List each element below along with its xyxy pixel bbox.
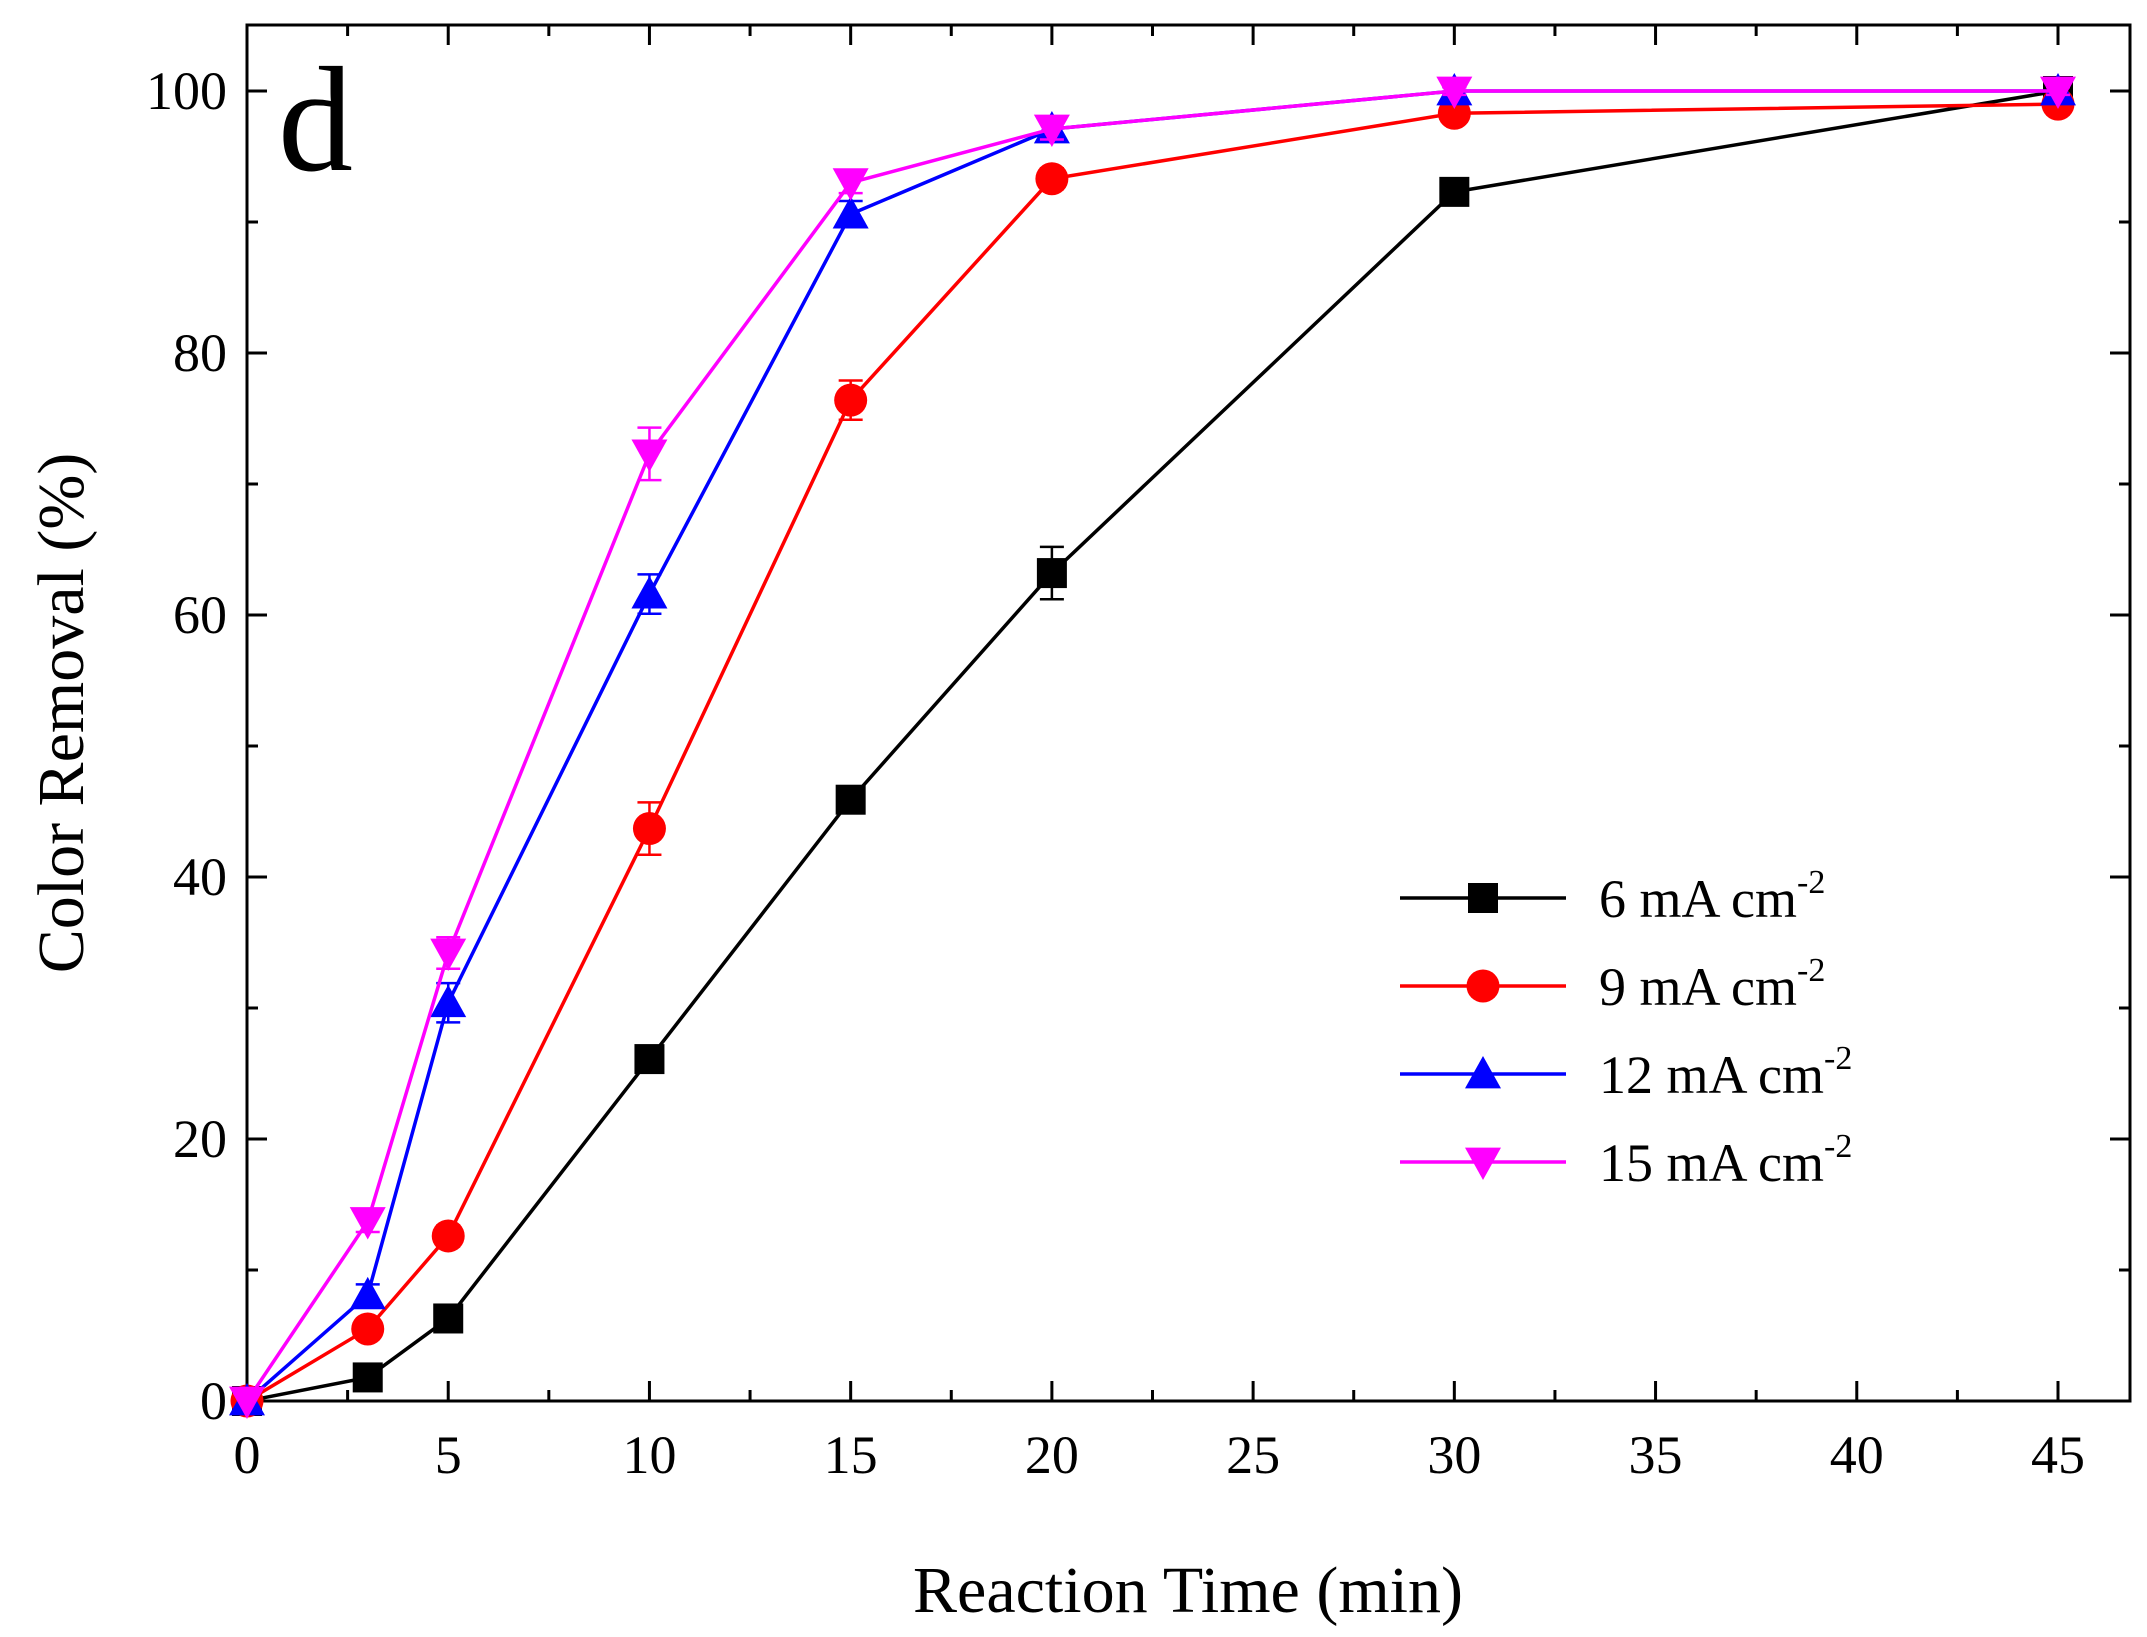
legend: 6 mA cm-2 9 mA cm-2 12 mA cm-2 15 mA cm-2	[1400, 864, 1852, 1193]
data-point	[433, 1303, 464, 1334]
x-tick-label: 30	[1427, 1425, 1481, 1485]
data-point	[1035, 162, 1069, 196]
data-point	[351, 1312, 385, 1346]
x-tick-label: 10	[622, 1425, 676, 1485]
legend-marker	[1468, 883, 1498, 913]
x-tick-label: 5	[435, 1425, 462, 1485]
y-tick-label: 0	[200, 1371, 227, 1431]
x-tick-label: 40	[1830, 1425, 1884, 1485]
legend-label: 15 mA cm-2	[1599, 1128, 1852, 1193]
series-3	[229, 73, 2076, 1416]
legend-marker	[1466, 969, 1500, 1003]
data-point	[349, 1207, 386, 1240]
data-point	[431, 1219, 465, 1253]
data-point	[631, 576, 668, 609]
data-point	[349, 1276, 386, 1310]
x-axis-title: Reaction Time (min)	[913, 1554, 1463, 1627]
x-tick-label: 45	[2031, 1425, 2085, 1485]
y-tick-label: 100	[146, 61, 227, 121]
plot-frame	[245, 23, 2132, 1403]
data-point	[352, 1362, 383, 1393]
y-axis-ticks: 0 20 40 60 80 100	[146, 61, 2130, 1431]
x-tick-label: 20	[1025, 1425, 1079, 1485]
data-point	[1436, 76, 1473, 109]
legend-item: 6 mA cm-2	[1400, 864, 1825, 929]
legend-label: 12 mA cm-2	[1599, 1040, 1852, 1105]
y-tick-label: 40	[173, 847, 227, 907]
data-point	[631, 439, 668, 472]
series-1	[232, 76, 2073, 1416]
series-line	[245, 89, 2058, 1402]
legend-label: 9 mA cm-2	[1599, 952, 1825, 1017]
data-point	[2040, 76, 2076, 109]
panel-label: d	[278, 37, 353, 203]
data-point	[1033, 114, 1070, 147]
legend-item: 15 mA cm-2	[1400, 1128, 1852, 1193]
data-point	[430, 984, 467, 1018]
data-point	[632, 812, 666, 846]
data-point	[229, 1386, 265, 1419]
x-tick-label: 35	[1629, 1425, 1683, 1485]
legend-marker	[1465, 1056, 1501, 1089]
data-point	[832, 196, 869, 229]
data-point	[834, 383, 868, 417]
data-point	[430, 938, 467, 971]
data-point	[835, 784, 866, 815]
x-tick-label: 0	[234, 1425, 261, 1485]
x-tick-label: 15	[824, 1425, 878, 1485]
data-point	[1439, 176, 1470, 207]
series-4	[229, 76, 2076, 1419]
y-axis-title: Color Removal (%)	[25, 453, 98, 974]
series-2	[230, 87, 2075, 1418]
x-axis-ticks: 0 5 10 15 20 25 30 35 40 45	[234, 25, 2085, 1485]
data-point	[1036, 558, 1067, 589]
data-point	[634, 1044, 665, 1075]
x-tick-label: 25	[1226, 1425, 1280, 1485]
legend-item: 12 mA cm-2	[1400, 1040, 1852, 1105]
y-tick-label: 80	[173, 323, 227, 383]
data-point	[832, 168, 869, 201]
series-line	[245, 89, 2058, 1403]
legend-item: 9 mA cm-2	[1400, 952, 1825, 1017]
series-line	[246, 89, 2059, 1403]
series-line	[246, 102, 2059, 1403]
legend-marker	[1465, 1147, 1501, 1180]
y-tick-label: 20	[173, 1109, 227, 1169]
legend-label: 6 mA cm-2	[1599, 864, 1825, 929]
y-tick-label: 60	[173, 585, 227, 645]
series-layer	[229, 73, 2076, 1419]
